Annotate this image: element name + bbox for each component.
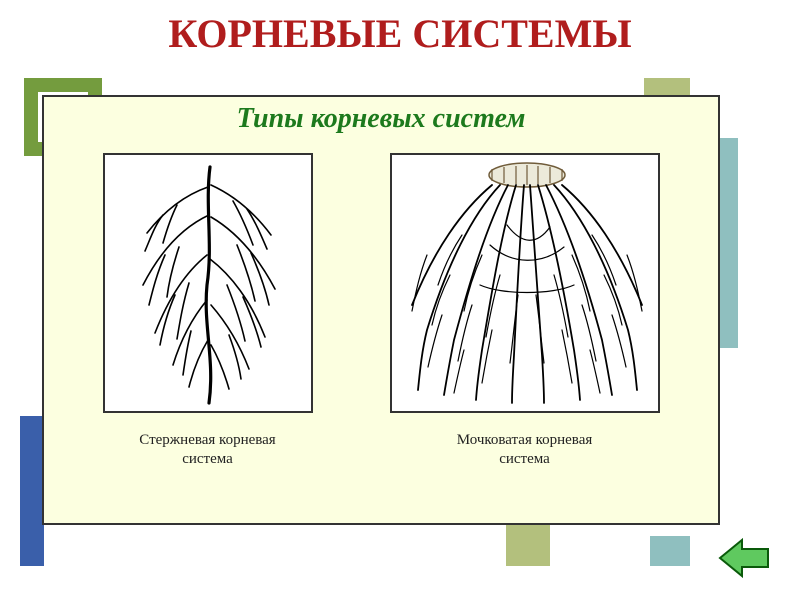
nav-back-button[interactable] <box>716 536 772 580</box>
caption-taproot: Стержневая корневаясистема <box>139 431 275 469</box>
content-title: Типы корневых систем <box>44 97 718 135</box>
panels-row: Стержневая корневаясистема <box>44 153 718 469</box>
drawing-fibrous <box>390 153 660 413</box>
deco-bottom-right-teal <box>650 536 690 566</box>
panel-fibrous: Мочковатая корневаясистема <box>390 153 660 469</box>
fibrous-svg <box>392 155 662 415</box>
content-box: Типы корневых систем <box>42 95 720 525</box>
deco-bottom-left-blue-bar <box>20 416 44 566</box>
caption-fibrous: Мочковатая корневаясистема <box>457 431 593 469</box>
page-title: КОРНЕВЫЕ СИСТЕМЫ <box>0 0 800 65</box>
drawing-taproot <box>103 153 313 413</box>
arrow-left-icon <box>716 536 772 580</box>
deco-bottom-right-olive <box>506 522 550 566</box>
panel-taproot: Стержневая корневаясистема <box>103 153 313 469</box>
taproot-svg <box>105 155 315 415</box>
